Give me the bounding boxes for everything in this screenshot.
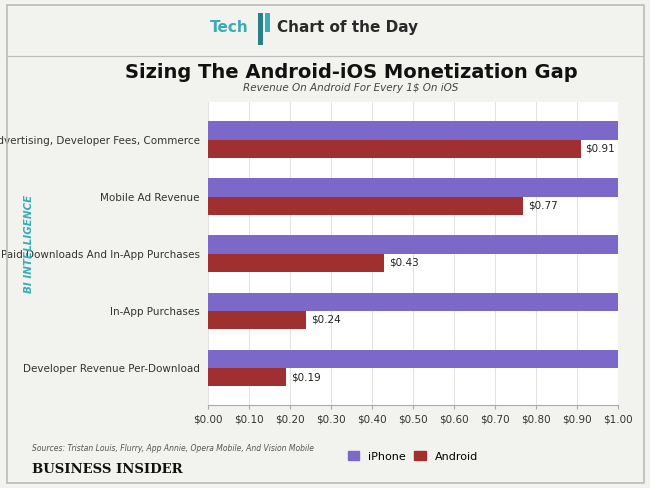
- Bar: [208, 122, 618, 140]
- Bar: [208, 140, 580, 158]
- Bar: [258, 13, 263, 45]
- Text: Sources: Tristan Louis, Flurry, App Annie, Opera Mobile, And Vision Mobile: Sources: Tristan Louis, Flurry, App Anni…: [32, 444, 315, 453]
- Text: $0.91: $0.91: [586, 144, 616, 154]
- Text: Sizing The Android-iOS Monetization Gap: Sizing The Android-iOS Monetization Gap: [125, 63, 577, 82]
- Bar: [208, 311, 306, 329]
- Text: BUSINESS INSIDER: BUSINESS INSIDER: [32, 463, 183, 476]
- Legend: iPhone, Android: iPhone, Android: [343, 447, 482, 466]
- Text: $0.24: $0.24: [311, 315, 341, 325]
- Bar: [208, 368, 286, 386]
- Bar: [265, 13, 270, 32]
- Bar: [208, 179, 618, 197]
- Bar: [208, 236, 618, 254]
- Text: $0.19: $0.19: [291, 372, 320, 382]
- Text: $0.77: $0.77: [528, 201, 558, 211]
- Bar: [208, 350, 618, 368]
- Text: $0.43: $0.43: [389, 258, 419, 268]
- Text: BI INTELLIGENCE: BI INTELLIGENCE: [24, 195, 34, 293]
- Bar: [208, 254, 384, 272]
- Bar: [208, 293, 618, 311]
- Text: Revenue On Android For Every 1$ On iOS: Revenue On Android For Every 1$ On iOS: [243, 83, 459, 93]
- Text: Chart of the Day: Chart of the Day: [277, 20, 419, 35]
- Text: Tech: Tech: [210, 20, 248, 35]
- Bar: [208, 197, 523, 215]
